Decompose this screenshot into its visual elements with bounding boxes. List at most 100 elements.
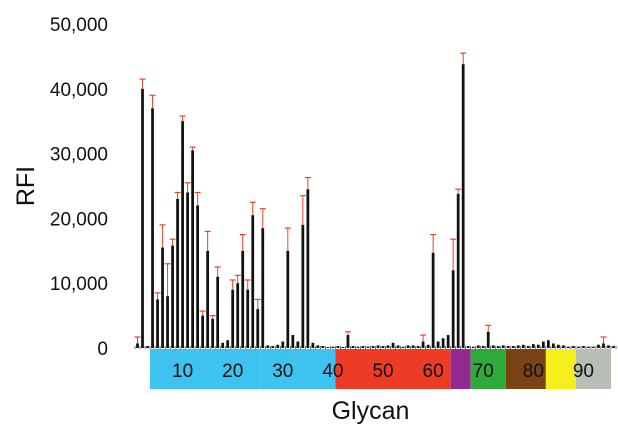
bar (557, 344, 560, 348)
error-bar (229, 279, 236, 290)
error-bar (159, 224, 166, 248)
bar (161, 247, 164, 348)
bar (231, 289, 235, 348)
bar (196, 205, 200, 348)
x-axis-ticks (134, 346, 617, 349)
glycan-group-band (260, 349, 336, 389)
bar (592, 346, 595, 348)
bar (201, 315, 205, 348)
bar (316, 345, 320, 348)
bar (396, 345, 400, 348)
bar (146, 346, 149, 348)
bar (301, 224, 305, 348)
bar (261, 228, 265, 348)
error-bar (164, 263, 171, 297)
bar (577, 346, 580, 348)
bar (471, 346, 475, 348)
bar (607, 345, 610, 348)
bar (311, 342, 315, 348)
error-bar (184, 182, 191, 193)
bar (186, 192, 189, 348)
error-bar (209, 315, 216, 319)
bar (336, 346, 340, 348)
bar (156, 299, 159, 348)
bar (246, 289, 250, 348)
error-bar (284, 227, 291, 251)
error-bar (344, 331, 351, 336)
bars (134, 64, 617, 349)
error-bar (304, 176, 311, 190)
bar (391, 342, 395, 348)
bar (436, 341, 440, 348)
bar (366, 346, 370, 348)
error-bar (460, 52, 467, 65)
error-bar (234, 274, 241, 284)
glycan-group-band (505, 349, 546, 389)
bar (431, 252, 435, 348)
glycan-group-band (470, 349, 506, 389)
bar (176, 198, 179, 348)
bar (216, 276, 220, 348)
bar (296, 341, 300, 348)
y-tick-label: 0 (97, 339, 108, 360)
error-bar (249, 201, 256, 216)
bar (241, 250, 245, 348)
error-bar (179, 115, 186, 122)
bar (567, 346, 570, 348)
error-bar (450, 238, 457, 271)
bar (376, 345, 380, 348)
bar (321, 346, 325, 348)
bar (211, 318, 215, 348)
bar (281, 341, 285, 348)
error-bar (420, 334, 427, 342)
x-tick-label: 90 (573, 361, 594, 382)
bar (421, 341, 425, 348)
bar (226, 340, 230, 348)
bar (562, 345, 565, 348)
y-tick-label: 40,000 (50, 80, 108, 101)
bar (511, 346, 515, 348)
x-tick-label: 50 (372, 361, 393, 382)
y-tick-label: 50,000 (50, 15, 108, 36)
bar (486, 331, 490, 348)
error-bar (299, 195, 306, 225)
bar (416, 346, 420, 348)
y-axis-title: RFI (12, 166, 40, 206)
bar (331, 346, 335, 348)
bar (136, 343, 139, 348)
bar (466, 346, 470, 348)
bar (271, 346, 275, 348)
bar (531, 344, 535, 348)
bar (386, 345, 390, 348)
error-bar (139, 78, 146, 89)
bar (536, 344, 540, 348)
bar (446, 335, 450, 348)
bar (266, 345, 270, 348)
error-bar (239, 234, 246, 251)
bar (251, 215, 255, 348)
bar (456, 193, 460, 348)
bar (426, 344, 430, 348)
bar (181, 121, 184, 348)
bar (582, 346, 585, 348)
x-tick-label: 40 (322, 361, 343, 382)
bar (286, 250, 290, 348)
bar (306, 189, 310, 348)
bar (597, 344, 600, 348)
x-tick-label: 30 (272, 361, 293, 382)
bar (546, 340, 550, 348)
error-bar (485, 324, 492, 332)
y-tick-label: 10,000 (50, 274, 108, 295)
bar (371, 346, 375, 348)
error-bar (214, 266, 221, 277)
bar (236, 283, 240, 348)
bar (406, 345, 410, 348)
bar (441, 338, 445, 348)
x-tick-label: 80 (523, 361, 544, 382)
x-tick-label: 20 (222, 361, 243, 382)
error-bar (169, 238, 176, 246)
bar (476, 345, 480, 348)
bar (491, 345, 495, 348)
bar (221, 342, 225, 348)
